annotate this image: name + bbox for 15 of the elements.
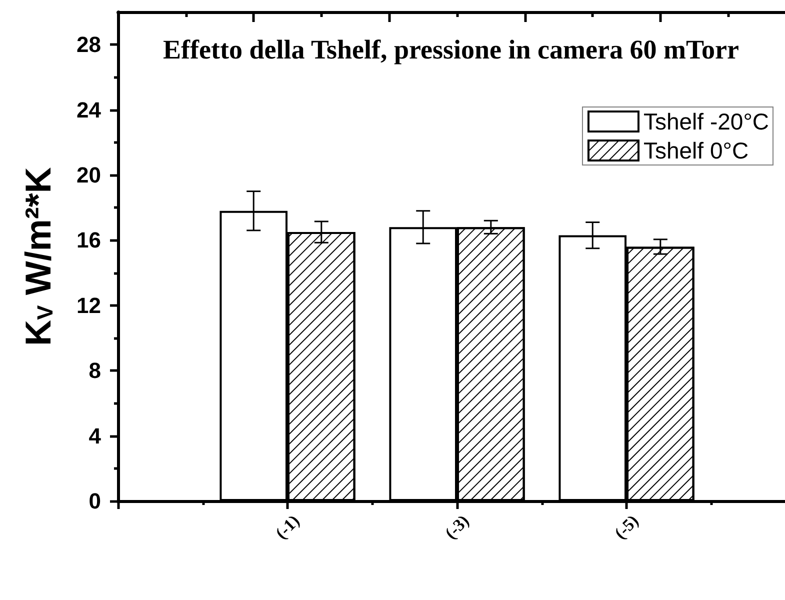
y-tick-label: 4 — [88, 423, 102, 448]
y-tick-label: 24 — [76, 97, 102, 122]
y-axis-title: KV W/m²*K — [18, 167, 58, 346]
y-tick-label: 28 — [76, 32, 101, 58]
legend-label: Tshelf 0°C — [643, 138, 749, 164]
y-tick-label: 16 — [76, 228, 101, 253]
y-tick-label: 8 — [88, 358, 101, 384]
y-tick-label: 12 — [76, 292, 101, 318]
x-tick-label: (-3) — [441, 511, 473, 543]
y-tick-label: 20 — [76, 162, 101, 188]
text: Effetto della Tshelf, pressione in camera 60 mTorr — [163, 34, 739, 64]
legend-label: Tshelf -20°C — [643, 108, 770, 134]
x-tick-label: (-5) — [610, 511, 642, 543]
y-tick-label: 0 — [88, 488, 101, 514]
x-tick-label: (-1) — [272, 511, 304, 543]
